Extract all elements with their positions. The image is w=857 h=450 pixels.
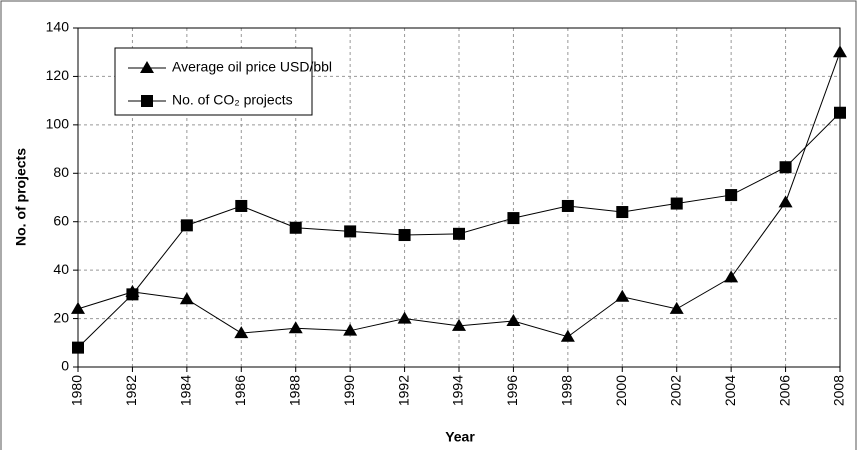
marker — [561, 199, 574, 212]
marker — [834, 106, 846, 119]
x-tick-label: 1982 — [123, 375, 139, 406]
marker — [140, 61, 154, 73]
marker — [452, 318, 466, 331]
x-tick-label: 1986 — [232, 375, 248, 406]
marker — [778, 195, 793, 208]
marker — [669, 301, 684, 314]
x-tick-label: 1994 — [450, 375, 466, 406]
y-tick-label: 20 — [53, 309, 69, 325]
marker — [71, 301, 85, 314]
marker — [288, 321, 303, 334]
marker — [397, 311, 412, 324]
y-tick-label: 100 — [46, 116, 70, 132]
y-tick-label: 80 — [53, 164, 69, 180]
marker — [616, 206, 629, 219]
x-tick-label: 1990 — [341, 375, 357, 406]
x-tick-label: 1996 — [504, 375, 520, 406]
marker — [344, 225, 357, 238]
marker — [670, 197, 683, 210]
marker — [179, 292, 194, 305]
x-axis-title: Year — [445, 429, 475, 445]
y-tick-label: 120 — [46, 67, 70, 83]
marker — [833, 45, 847, 58]
x-tick-label: 2006 — [776, 375, 792, 406]
marker — [725, 189, 738, 202]
legend-label: Average oil price USD/bbl — [172, 59, 332, 75]
marker — [126, 288, 139, 301]
marker — [507, 212, 520, 225]
marker — [343, 323, 358, 336]
x-tick-label: 1998 — [559, 375, 575, 406]
x-tick-label: 1980 — [69, 375, 85, 406]
marker — [180, 219, 193, 232]
marker — [141, 95, 153, 107]
marker — [615, 289, 630, 302]
marker — [506, 313, 521, 326]
marker — [453, 227, 465, 240]
marker — [235, 199, 248, 212]
x-tick-label: 2000 — [613, 375, 629, 406]
marker — [724, 270, 739, 283]
marker — [560, 329, 575, 342]
marker — [234, 326, 249, 339]
marker — [398, 229, 411, 242]
y-axis-title: No. of projects — [13, 148, 29, 246]
plot-area — [77, 27, 841, 368]
y-tick-label: 60 — [53, 212, 69, 228]
legend-label: No. of CO₂ projects — [172, 92, 293, 108]
x-tick-label: 1992 — [395, 375, 411, 406]
x-tick-label: 1984 — [178, 375, 194, 406]
x-tick-label: 2004 — [722, 375, 738, 406]
marker — [779, 161, 792, 174]
y-tick-label: 40 — [53, 261, 69, 277]
marker — [289, 221, 302, 234]
y-tick-label: 140 — [46, 19, 70, 35]
marker — [72, 341, 84, 354]
x-tick-label: 1988 — [286, 375, 302, 406]
x-tick-label: 2002 — [667, 375, 683, 406]
y-tick-label: 0 — [61, 358, 69, 374]
x-tick-label: 2008 — [831, 375, 847, 406]
